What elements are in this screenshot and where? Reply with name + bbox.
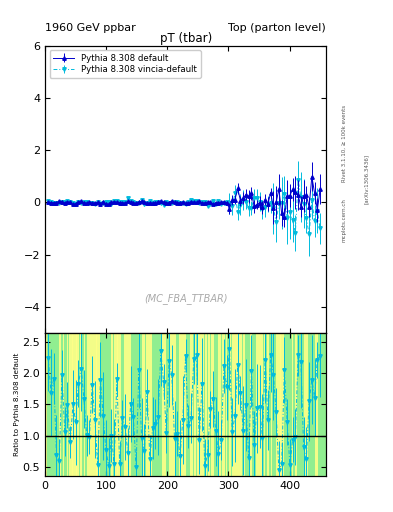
Bar xyxy=(179,333,184,476)
Legend: Pythia 8.308 default, Pythia 8.308 vincia-default: Pythia 8.308 default, Pythia 8.308 vinci… xyxy=(50,50,201,78)
Bar xyxy=(173,333,176,476)
Bar xyxy=(84,333,85,476)
Bar xyxy=(114,333,118,476)
Bar xyxy=(256,333,259,476)
Bar xyxy=(264,333,265,476)
Bar xyxy=(96,333,100,476)
Bar xyxy=(243,333,245,476)
Bar xyxy=(128,333,131,476)
Text: (MC_FBA_TTBAR): (MC_FBA_TTBAR) xyxy=(144,293,228,304)
Bar xyxy=(197,333,201,476)
Bar xyxy=(93,333,97,476)
Bar xyxy=(219,333,221,476)
Bar xyxy=(124,333,128,476)
Bar xyxy=(146,333,148,476)
Bar xyxy=(117,333,121,476)
Bar xyxy=(259,333,263,476)
Bar xyxy=(239,333,242,476)
Bar xyxy=(72,333,77,476)
Text: mcplots.cern.ch: mcplots.cern.ch xyxy=(342,198,347,242)
Bar xyxy=(46,333,47,476)
Bar xyxy=(315,333,318,476)
Bar xyxy=(208,333,210,476)
Text: [arXiv:1306.3436]: [arXiv:1306.3436] xyxy=(364,154,369,204)
Bar xyxy=(90,333,94,476)
Bar xyxy=(232,333,235,476)
Y-axis label: Ratio to Pythia 8.308 default: Ratio to Pythia 8.308 default xyxy=(14,353,20,456)
Bar xyxy=(276,333,281,476)
Bar xyxy=(229,333,231,476)
Bar xyxy=(292,333,293,476)
Bar xyxy=(235,333,239,476)
Bar xyxy=(76,333,79,476)
Bar xyxy=(250,333,252,476)
Bar xyxy=(200,333,204,476)
Bar xyxy=(169,333,173,476)
Bar xyxy=(226,333,227,476)
Bar xyxy=(184,333,186,476)
Bar xyxy=(271,333,272,476)
Bar xyxy=(304,333,309,476)
Bar xyxy=(66,333,68,476)
Bar xyxy=(59,333,61,476)
Bar xyxy=(222,333,224,476)
Bar xyxy=(148,333,152,476)
Text: 1960 GeV ppbar: 1960 GeV ppbar xyxy=(45,23,136,33)
Text: Top (parton level): Top (parton level) xyxy=(228,23,326,33)
Title: pT (tbar): pT (tbar) xyxy=(160,32,212,45)
Bar xyxy=(205,333,207,476)
Bar xyxy=(280,333,284,476)
Bar xyxy=(195,333,196,476)
Bar xyxy=(141,333,145,476)
Bar xyxy=(111,333,113,476)
Bar xyxy=(68,333,73,476)
Bar xyxy=(162,333,167,476)
Bar xyxy=(80,333,83,476)
Bar xyxy=(86,333,89,476)
Bar xyxy=(211,333,214,476)
Bar xyxy=(190,333,193,476)
Bar xyxy=(267,333,269,476)
Bar xyxy=(295,333,297,476)
Bar xyxy=(63,333,64,476)
Text: Rivet 3.1.10, ≥ 100k events: Rivet 3.1.10, ≥ 100k events xyxy=(342,105,347,182)
